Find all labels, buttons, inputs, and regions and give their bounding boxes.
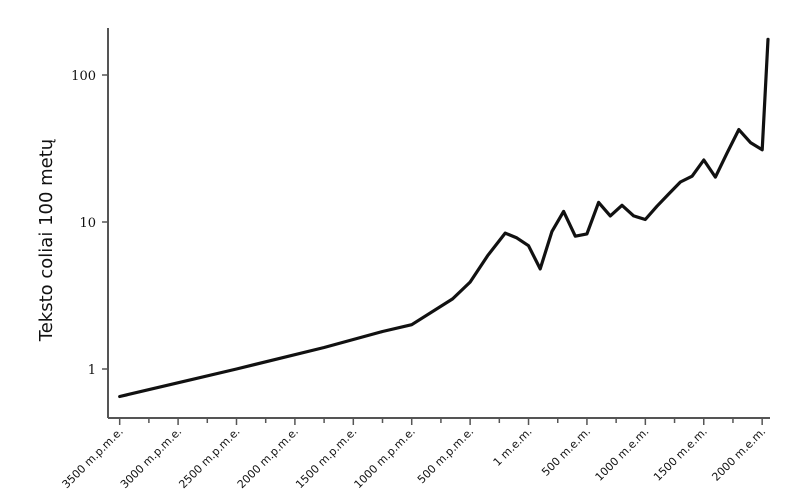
x-tick-label: 2000 m.e.m. xyxy=(709,425,768,484)
x-tick-label: 1500 m.e.m. xyxy=(651,425,710,484)
x-tick-label: 1000 m.p.m.e. xyxy=(352,425,418,491)
y-tick-label: 10 xyxy=(79,216,96,231)
x-tick-label: 1500 m.p.m.e. xyxy=(293,425,359,491)
y-tick-label: 1 xyxy=(88,363,96,378)
y-axis-ticks: 1 10 100 xyxy=(71,69,108,378)
axes xyxy=(107,28,770,419)
series-line xyxy=(118,37,770,399)
y-tick-label: 100 xyxy=(71,69,96,84)
x-tick-label: 3000 m.p.m.e. xyxy=(118,425,184,491)
x-tick-label: 1 m.e.m. xyxy=(491,425,535,469)
x-tick-label: 2500 m.p.m.e. xyxy=(176,425,242,491)
x-axis-ticks: 3500 m.p.m.e.3000 m.p.m.e.2500 m.p.m.e.2… xyxy=(60,418,768,491)
x-tick-label: 1000 m.e.m. xyxy=(593,425,652,484)
y-axis-label: Teksto coliai 100 metų xyxy=(36,138,57,342)
x-tick-label: 3500 m.p.m.e. xyxy=(60,425,126,491)
series-layer xyxy=(118,37,770,399)
x-tick-label: 500 m.e.m. xyxy=(539,425,593,479)
x-tick-label: 2000 m.p.m.e. xyxy=(235,425,301,491)
x-tick-label: 500 m.p.m.e. xyxy=(415,425,476,486)
